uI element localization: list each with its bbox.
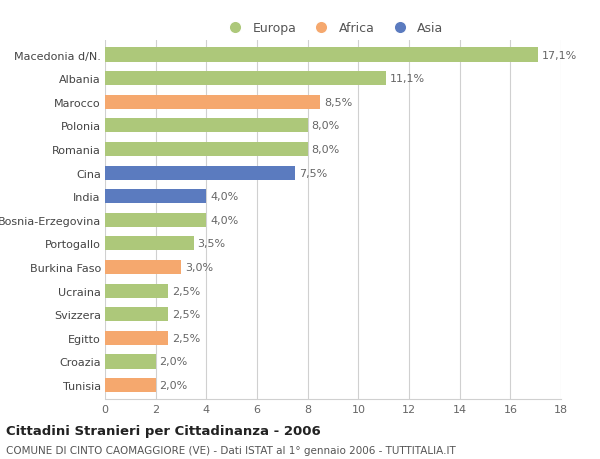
Text: 2,5%: 2,5%: [172, 286, 200, 296]
Text: Cittadini Stranieri per Cittadinanza - 2006: Cittadini Stranieri per Cittadinanza - 2…: [6, 425, 321, 437]
Bar: [105, 143, 308, 157]
Text: 8,5%: 8,5%: [324, 98, 352, 107]
Text: 3,0%: 3,0%: [185, 263, 213, 273]
Text: 2,0%: 2,0%: [160, 357, 188, 367]
Bar: [105, 354, 155, 369]
Text: 7,5%: 7,5%: [299, 168, 327, 178]
Bar: [105, 95, 320, 110]
Text: 2,0%: 2,0%: [160, 380, 188, 390]
Bar: [105, 378, 155, 392]
Legend: Europa, Africa, Asia: Europa, Africa, Asia: [218, 17, 449, 40]
Bar: [105, 237, 194, 251]
Text: 3,5%: 3,5%: [197, 239, 226, 249]
Bar: [105, 119, 308, 133]
Bar: [105, 72, 386, 86]
Bar: [105, 260, 181, 274]
Text: 8,0%: 8,0%: [311, 145, 340, 155]
Text: 2,5%: 2,5%: [172, 333, 200, 343]
Bar: [105, 48, 538, 62]
Text: COMUNE DI CINTO CAOMAGGIORE (VE) - Dati ISTAT al 1° gennaio 2006 - TUTTITALIA.IT: COMUNE DI CINTO CAOMAGGIORE (VE) - Dati …: [6, 445, 456, 455]
Bar: [105, 308, 169, 322]
Bar: [105, 190, 206, 204]
Bar: [105, 213, 206, 227]
Text: 8,0%: 8,0%: [311, 121, 340, 131]
Text: 17,1%: 17,1%: [542, 50, 577, 61]
Text: 4,0%: 4,0%: [210, 215, 238, 225]
Bar: [105, 166, 295, 180]
Bar: [105, 284, 169, 298]
Text: 4,0%: 4,0%: [210, 192, 238, 202]
Text: 11,1%: 11,1%: [390, 74, 425, 84]
Bar: [105, 331, 169, 345]
Text: 2,5%: 2,5%: [172, 309, 200, 319]
